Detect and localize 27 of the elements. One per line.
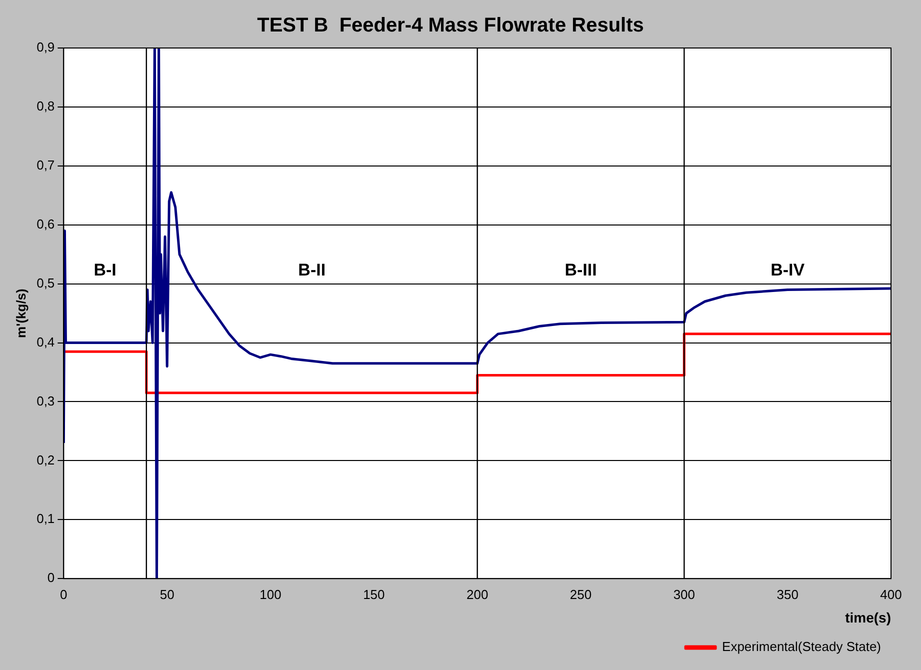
y-tick-label: 0,3: [36, 393, 55, 408]
y-tick-label: 0,4: [36, 334, 55, 350]
y-tick-label: 0,8: [36, 98, 55, 114]
annotation: B-I: [94, 260, 116, 280]
x-tick-label: 250: [570, 586, 592, 602]
y-tick-label: 0,2: [36, 452, 55, 468]
annotation: B-IV: [770, 260, 806, 280]
x-tick-label: 50: [160, 586, 174, 602]
x-tick-label: 150: [363, 586, 385, 602]
x-tick-label: 400: [880, 586, 902, 602]
annotation: B-II: [298, 260, 326, 280]
x-tick-label: 100: [260, 586, 282, 602]
x-tick-label: 0: [60, 586, 68, 602]
x-tick-label: 350: [776, 586, 798, 602]
y-tick-label: 0,9: [36, 40, 55, 55]
annotation: B-III: [564, 260, 597, 280]
x-axis-title: time(s): [845, 609, 891, 626]
x-tick-label: 300: [673, 586, 696, 602]
y-tick-label: 0,1: [36, 511, 55, 526]
y-tick-label: 0,6: [36, 216, 55, 232]
y-tick-label: 0: [47, 570, 55, 586]
x-tick-label: 200: [466, 586, 488, 602]
legend-label: Experimental(Steady State): [722, 639, 882, 654]
y-tick-label: 0,7: [36, 157, 55, 172]
y-axis-title: m'(kg/s): [13, 288, 28, 338]
y-tick-label: 0,5: [36, 275, 55, 290]
chart-title: TEST B Feeder-4 Mass Flowrate Results: [257, 14, 644, 37]
